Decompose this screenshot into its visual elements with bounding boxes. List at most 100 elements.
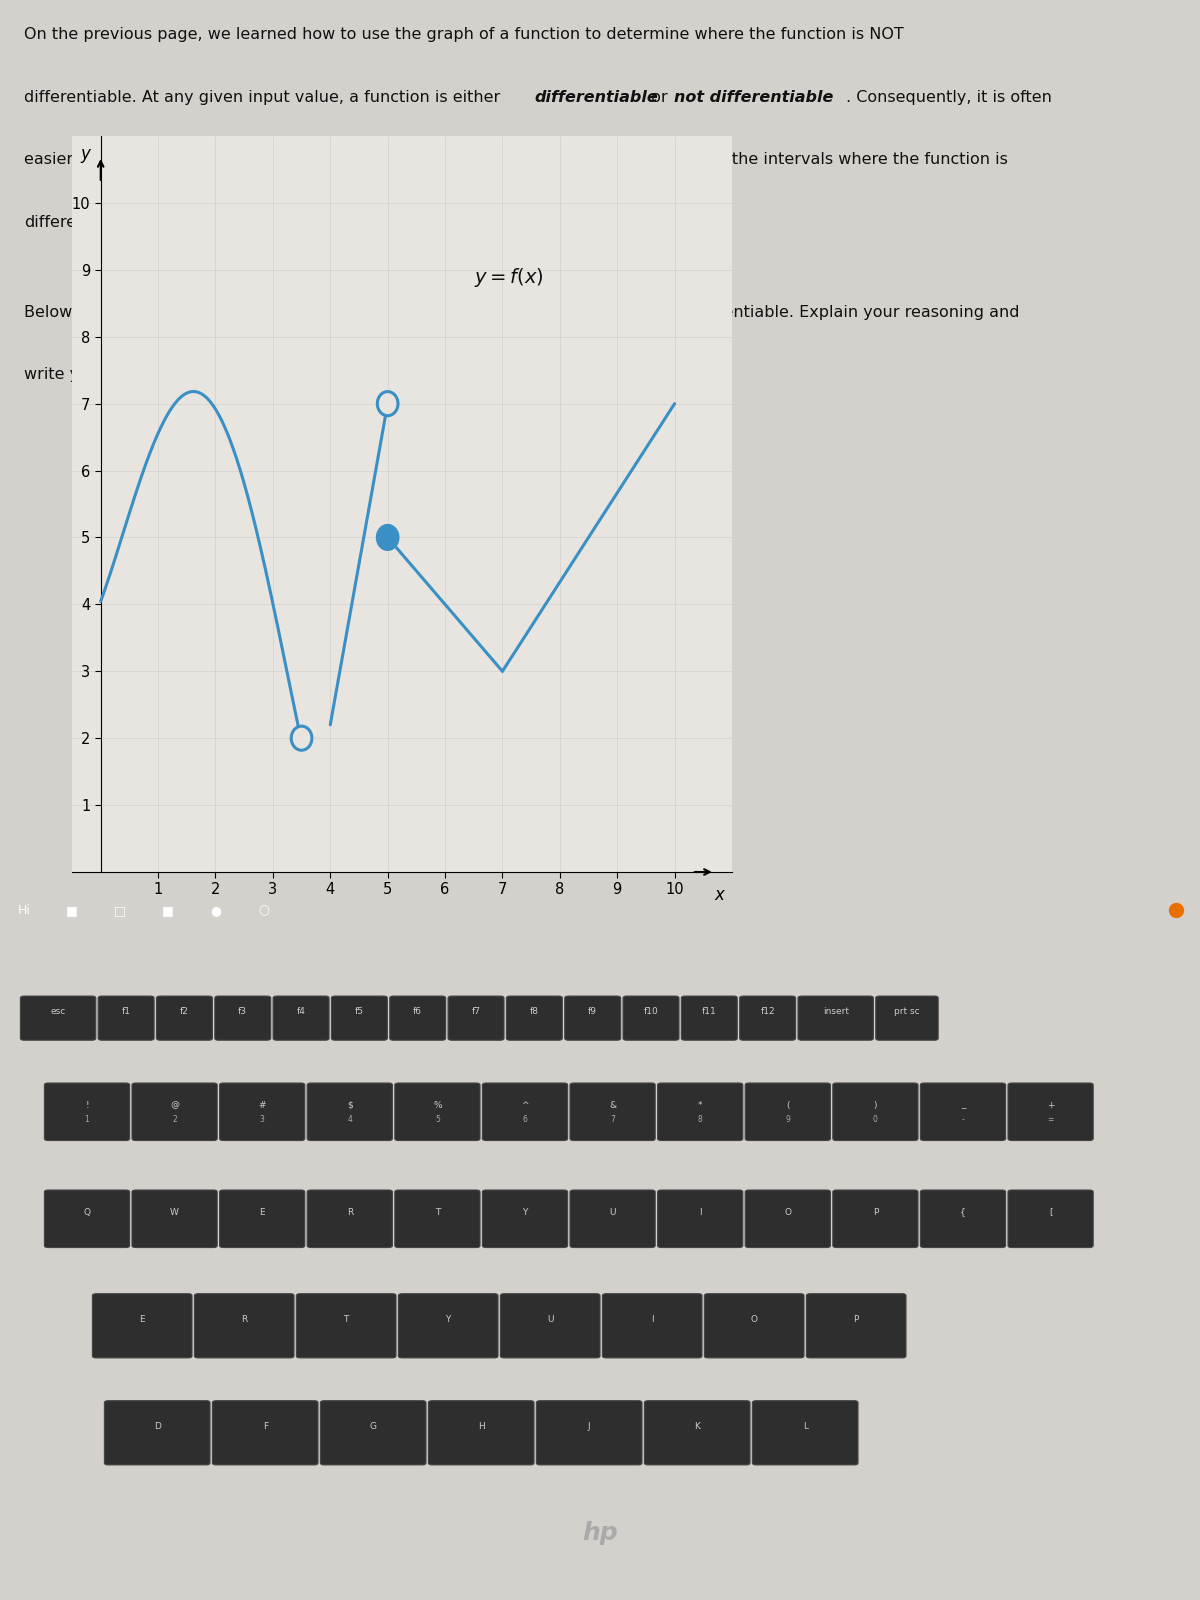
Text: L: L	[803, 1422, 808, 1430]
Text: I: I	[650, 1315, 654, 1323]
FancyBboxPatch shape	[570, 1083, 655, 1141]
Text: {: {	[960, 1208, 966, 1216]
Text: D: D	[154, 1422, 161, 1430]
Text: (: (	[786, 1101, 790, 1109]
Text: f8: f8	[530, 1006, 539, 1016]
Text: differentiable.: differentiable.	[24, 214, 137, 230]
Text: K: K	[695, 1422, 700, 1430]
Text: f3: f3	[239, 1006, 247, 1016]
FancyBboxPatch shape	[482, 1190, 568, 1248]
Text: differentiable. At any given input value, a function is either: differentiable. At any given input value…	[24, 90, 505, 104]
Text: esc: esc	[50, 1006, 66, 1016]
Text: =: =	[1048, 1115, 1054, 1125]
FancyBboxPatch shape	[320, 1400, 426, 1466]
FancyBboxPatch shape	[156, 997, 212, 1040]
Text: f1: f1	[121, 1006, 131, 1016]
Text: E: E	[139, 1315, 145, 1323]
Text: □: □	[114, 904, 126, 917]
Text: f10: f10	[643, 1006, 659, 1016]
Text: 0: 0	[872, 1115, 878, 1125]
FancyBboxPatch shape	[745, 1083, 830, 1141]
Text: f7: f7	[472, 1006, 480, 1016]
Text: ○: ○	[258, 904, 270, 917]
Text: 7: 7	[610, 1115, 616, 1125]
Text: differentiable: differentiable	[534, 90, 658, 104]
FancyBboxPatch shape	[704, 1294, 804, 1358]
FancyBboxPatch shape	[482, 1083, 568, 1141]
FancyBboxPatch shape	[658, 1190, 743, 1248]
FancyBboxPatch shape	[98, 997, 154, 1040]
Text: ●: ●	[210, 904, 222, 917]
FancyBboxPatch shape	[565, 997, 620, 1040]
Text: R: R	[347, 1208, 353, 1216]
FancyBboxPatch shape	[570, 1190, 655, 1248]
Text: T: T	[434, 1208, 440, 1216]
Text: [: [	[1049, 1208, 1052, 1216]
FancyBboxPatch shape	[920, 1190, 1006, 1248]
Text: -: -	[961, 1115, 965, 1125]
FancyBboxPatch shape	[506, 997, 563, 1040]
Text: J: J	[588, 1422, 590, 1430]
Text: or: or	[646, 90, 672, 104]
FancyBboxPatch shape	[798, 997, 874, 1040]
Text: E: E	[259, 1208, 265, 1216]
Text: . Consequently, it is often: . Consequently, it is often	[846, 90, 1052, 104]
FancyBboxPatch shape	[215, 997, 271, 1040]
FancyBboxPatch shape	[806, 1294, 906, 1358]
Text: 6: 6	[522, 1115, 528, 1125]
Text: $: $	[347, 1101, 353, 1109]
FancyBboxPatch shape	[307, 1083, 392, 1141]
FancyBboxPatch shape	[20, 997, 96, 1040]
Text: ■: ■	[66, 904, 78, 917]
FancyBboxPatch shape	[1008, 1083, 1093, 1141]
FancyBboxPatch shape	[536, 1400, 642, 1466]
Text: Y: Y	[445, 1315, 451, 1323]
FancyBboxPatch shape	[44, 1083, 130, 1141]
FancyBboxPatch shape	[920, 1083, 1006, 1141]
Text: $y$: $y$	[80, 147, 92, 165]
Text: Below is a graph of the function: Below is a graph of the function	[24, 304, 286, 320]
FancyBboxPatch shape	[500, 1294, 600, 1358]
Text: prt sc: prt sc	[894, 1006, 919, 1016]
Text: $x$: $x$	[714, 886, 727, 904]
Text: insert: insert	[823, 1006, 848, 1016]
Text: I: I	[698, 1208, 702, 1216]
Text: @: @	[170, 1101, 179, 1109]
FancyBboxPatch shape	[644, 1400, 750, 1466]
Text: T: T	[343, 1315, 349, 1323]
FancyBboxPatch shape	[220, 1083, 305, 1141]
Text: *: *	[698, 1101, 702, 1109]
FancyBboxPatch shape	[876, 997, 938, 1040]
Text: 8: 8	[698, 1115, 702, 1125]
Text: P: P	[853, 1315, 859, 1323]
Text: Y: Y	[522, 1208, 528, 1216]
Text: differentiable, and then identify the intervals where the function is: differentiable, and then identify the in…	[466, 152, 1008, 168]
Text: hp: hp	[582, 1522, 618, 1546]
Text: &: &	[610, 1101, 616, 1109]
FancyBboxPatch shape	[296, 1294, 396, 1358]
Text: _: _	[961, 1101, 965, 1109]
Text: 1: 1	[85, 1115, 89, 1125]
FancyBboxPatch shape	[220, 1190, 305, 1248]
Text: 5: 5	[434, 1115, 440, 1125]
FancyBboxPatch shape	[682, 997, 737, 1040]
Text: O: O	[751, 1315, 757, 1323]
FancyBboxPatch shape	[92, 1294, 192, 1358]
Text: not differentiable: not differentiable	[674, 90, 834, 104]
FancyBboxPatch shape	[1008, 1190, 1093, 1248]
Text: f6: f6	[413, 1006, 422, 1016]
Text: ■: ■	[162, 904, 174, 917]
FancyBboxPatch shape	[395, 1083, 480, 1141]
Text: write your answer in interval notation.: write your answer in interval notation.	[24, 368, 332, 382]
Text: f9: f9	[588, 1006, 598, 1016]
FancyBboxPatch shape	[398, 1294, 498, 1358]
Text: P: P	[872, 1208, 878, 1216]
Text: $y = f(x)$: $y = f(x)$	[474, 266, 544, 290]
Text: 4: 4	[347, 1115, 353, 1125]
FancyBboxPatch shape	[194, 1294, 294, 1358]
FancyBboxPatch shape	[602, 1294, 702, 1358]
FancyBboxPatch shape	[132, 1190, 217, 1248]
Text: f11: f11	[702, 1006, 716, 1016]
FancyBboxPatch shape	[658, 1083, 743, 1141]
Text: F: F	[263, 1422, 268, 1430]
